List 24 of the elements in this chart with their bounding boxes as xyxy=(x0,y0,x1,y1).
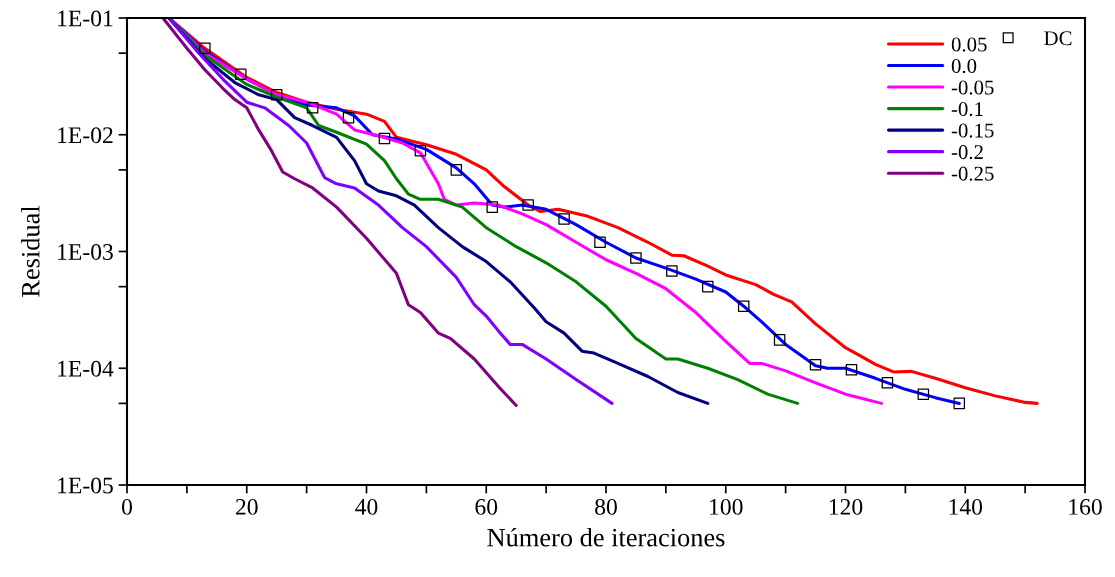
x-tick-label: 20 xyxy=(235,498,258,515)
legend-label: 0.0 xyxy=(951,59,977,74)
legend-label: 0.05 xyxy=(951,37,987,52)
y-tick-label: 1E-01 xyxy=(58,10,113,27)
legend-label: -0.25 xyxy=(951,166,994,181)
x-tick-label: 120 xyxy=(829,498,863,515)
y-tick-label: 1E-04 xyxy=(58,360,114,377)
legend-label: -0.15 xyxy=(951,123,994,138)
y-tick-label: 1E-03 xyxy=(58,243,113,260)
x-tick-label: 60 xyxy=(475,498,498,515)
x-tick-label: 0 xyxy=(122,498,132,515)
y-axis-title: Residual xyxy=(21,205,40,297)
x-axis-title: Número de iteraciones xyxy=(487,527,725,547)
legend-label: -0.2 xyxy=(951,145,983,160)
y-tick-label: 1E-05 xyxy=(58,477,113,494)
x-tick-label: 160 xyxy=(1069,498,1102,515)
x-tick-label: 100 xyxy=(710,498,743,515)
legend-label: -0.05 xyxy=(951,80,994,95)
y-tick-label: 1E-02 xyxy=(58,127,113,144)
legend-label: DC xyxy=(1044,31,1072,46)
x-tick-label: 140 xyxy=(949,498,983,515)
x-tick-label: 80 xyxy=(595,498,617,515)
legend-label: -0.1 xyxy=(951,102,983,117)
x-tick-label: 40 xyxy=(355,498,378,515)
